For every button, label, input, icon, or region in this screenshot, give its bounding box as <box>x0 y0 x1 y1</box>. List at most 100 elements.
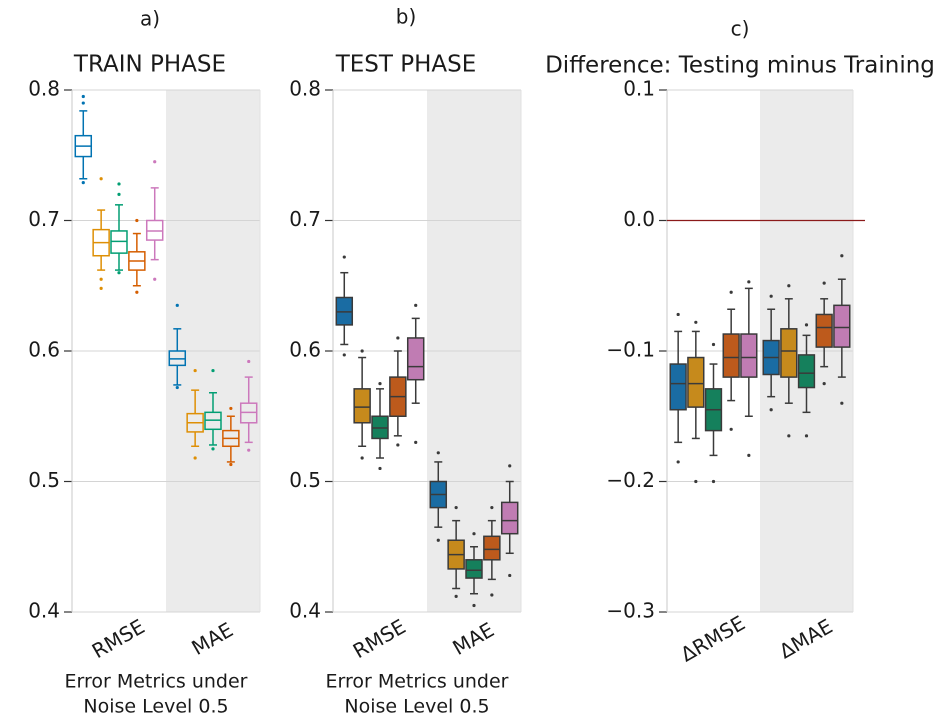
box-group <box>128 218 146 294</box>
y-tick-label: 0.6 <box>28 338 60 362</box>
flier <box>840 401 844 405</box>
flier <box>153 277 157 281</box>
y-tick-label: 0.5 <box>289 468 321 492</box>
y-tick-label: 0.6 <box>289 338 321 362</box>
box-group <box>335 255 354 357</box>
flier <box>135 290 139 294</box>
flier <box>247 359 251 364</box>
flier <box>175 385 179 390</box>
y-tick-label: −0.3 <box>606 599 655 623</box>
flier <box>247 448 251 452</box>
box-group <box>687 320 705 484</box>
box-group <box>483 506 501 597</box>
box-group <box>92 177 110 290</box>
box-group <box>762 294 780 412</box>
box-group <box>447 506 465 598</box>
flier <box>117 182 121 186</box>
box-group <box>704 342 723 484</box>
box-group <box>669 312 687 464</box>
flier <box>676 312 680 317</box>
y-tick-label: −0.2 <box>606 468 655 492</box>
box <box>722 333 740 378</box>
x-tick-label: ΔMAE <box>775 614 837 663</box>
y-tick-label: 0.4 <box>28 599 60 623</box>
flier <box>454 506 458 510</box>
y-tick-label: 0.7 <box>289 207 321 231</box>
y-tick-label: 0.8 <box>28 77 60 101</box>
panel-label: c) <box>731 17 750 41</box>
flier <box>747 280 751 284</box>
box-group <box>500 464 519 578</box>
x-axis-label: Noise Level 0.5 <box>83 696 228 717</box>
flier <box>211 447 215 451</box>
box <box>815 313 833 348</box>
box <box>500 501 519 535</box>
flier <box>414 440 418 444</box>
box-group <box>465 532 483 608</box>
flier <box>747 453 751 457</box>
flier <box>342 255 346 259</box>
x-tick-label: MAE <box>448 617 498 660</box>
box-group <box>204 368 222 451</box>
box-group <box>722 290 740 431</box>
flier <box>414 303 418 307</box>
box-group <box>186 368 204 460</box>
flier <box>694 479 698 484</box>
flier <box>454 594 458 598</box>
box <box>780 328 798 378</box>
flier <box>378 382 382 386</box>
box-group <box>406 303 425 444</box>
flier <box>360 456 364 460</box>
box <box>483 535 501 561</box>
x-axis-label: Error Metrics under <box>64 671 247 693</box>
panel-title: TRAIN PHASE <box>73 52 226 78</box>
y-tick-label: 0.0 <box>623 207 655 231</box>
flier <box>117 192 121 196</box>
flier <box>117 271 121 275</box>
panel-label: a) <box>140 7 160 31</box>
flier <box>804 323 809 327</box>
box-group <box>797 323 816 438</box>
flier <box>396 336 400 340</box>
flier <box>360 349 364 353</box>
flier <box>804 434 809 438</box>
box <box>687 356 705 408</box>
box-group <box>389 336 407 447</box>
flier <box>175 303 179 307</box>
box-group <box>110 182 128 275</box>
flier <box>490 593 494 597</box>
x-axis-label: Error Metrics under <box>325 671 508 693</box>
flier <box>99 277 103 281</box>
y-tick-label: 0.8 <box>289 77 321 101</box>
box <box>669 363 687 411</box>
y-tick-label: −0.1 <box>606 338 655 362</box>
box-group <box>815 281 833 386</box>
flier <box>711 342 716 347</box>
box <box>833 304 851 348</box>
flier <box>81 101 85 105</box>
flier <box>229 462 233 467</box>
flier <box>769 408 773 412</box>
flier <box>822 281 826 285</box>
flier <box>99 286 103 290</box>
box <box>740 333 758 378</box>
box-group <box>222 406 240 467</box>
flier <box>135 218 139 223</box>
x-axis-label: Noise Level 0.5 <box>344 696 489 717</box>
box-group <box>833 254 851 405</box>
panel-title: Difference: Testing minus Training <box>545 53 935 79</box>
flier <box>822 382 826 386</box>
box <box>797 354 816 389</box>
box <box>353 388 371 424</box>
flier <box>436 538 440 542</box>
flier <box>193 368 197 373</box>
flier <box>787 284 791 288</box>
box-group <box>780 284 798 438</box>
flier <box>211 368 215 373</box>
flier <box>99 177 103 181</box>
x-tick-label: RMSE <box>349 614 410 663</box>
flier <box>711 479 716 484</box>
box-group <box>371 382 389 471</box>
flier <box>840 254 844 258</box>
